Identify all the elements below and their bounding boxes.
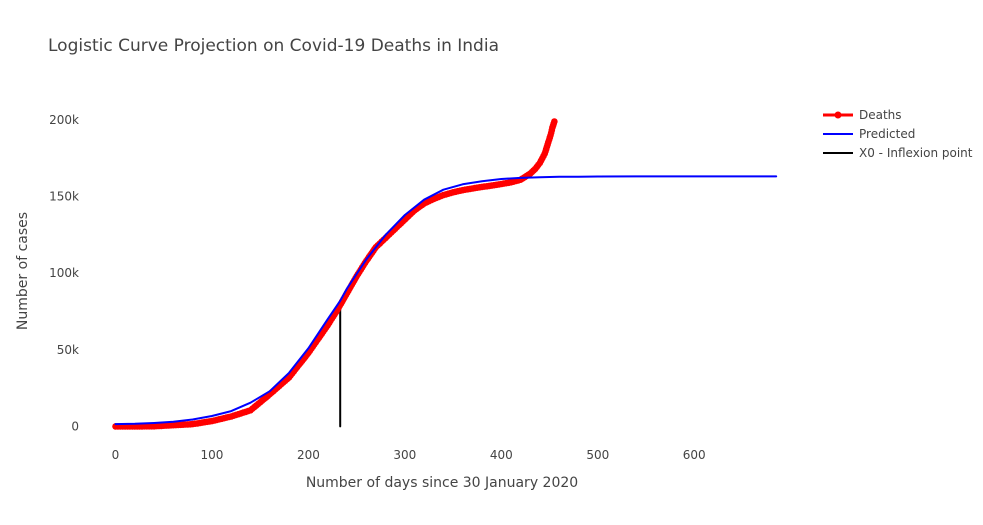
x-tick-label: 200 <box>297 448 320 462</box>
legend-item-x0-inflexion-point[interactable]: X0 - Inflexion point <box>823 146 973 160</box>
chart-title: Logistic Curve Projection on Covid-19 De… <box>48 36 499 56</box>
plot-area <box>112 118 778 430</box>
x-tick-label: 0 <box>112 448 120 462</box>
series-line-predicted <box>114 175 778 426</box>
series-deaths <box>112 118 558 430</box>
y-axis-title: Number of cases <box>15 212 31 330</box>
legend-marker <box>834 111 842 119</box>
x-axis-ticks: 0 100 200 300 400 500 600 <box>112 448 706 462</box>
x-tick-label: 400 <box>490 448 513 462</box>
y-tick-label: 200k <box>49 113 79 127</box>
y-tick-label: 50k <box>57 343 79 357</box>
legend-item-predicted[interactable]: Predicted <box>823 127 915 141</box>
y-axis-ticks: 0 50k 100k 150k 200k <box>49 113 79 433</box>
x-axis-title: Number of days since 30 January 2020 <box>306 475 578 491</box>
legend-label: Predicted <box>859 127 915 141</box>
y-tick-label: 150k <box>49 190 79 204</box>
series-line-deaths <box>114 120 556 428</box>
x-tick-label: 100 <box>200 448 223 462</box>
legend: Deaths Predicted X0 - Inflexion point <box>823 108 973 160</box>
legend-label: X0 - Inflexion point <box>859 146 973 160</box>
legend-item-deaths[interactable]: Deaths <box>823 108 902 122</box>
x-tick-label: 500 <box>586 448 609 462</box>
x-tick-label: 300 <box>393 448 416 462</box>
legend-label: Deaths <box>859 108 902 122</box>
y-tick-label: 100k <box>49 266 79 280</box>
y-tick-label: 0 <box>71 419 79 433</box>
series-predicted <box>114 175 778 426</box>
x-tick-label: 600 <box>683 448 706 462</box>
deaths-marker <box>551 118 558 125</box>
